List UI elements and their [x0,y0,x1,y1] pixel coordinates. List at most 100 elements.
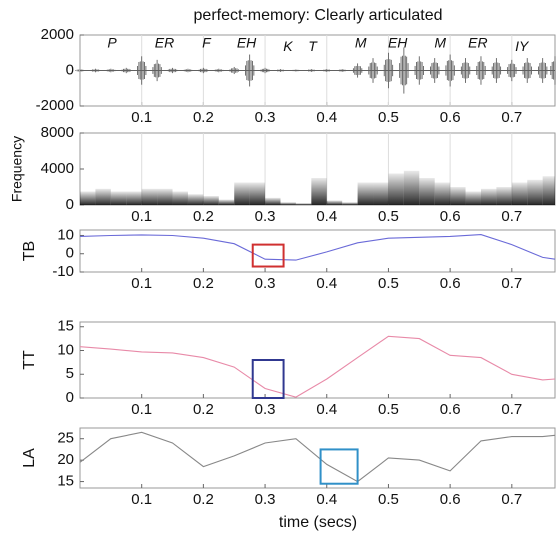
spectral-energy [419,178,435,205]
spectral-energy [342,202,358,205]
spectral-energy [187,194,204,205]
x-tick-label: 0.3 [255,401,276,418]
spectral-energy [203,196,219,205]
x-tick-label: 0.2 [193,109,214,126]
spectral-energy [373,182,389,205]
y-tick-label: 8000 [41,124,74,141]
spectral-energy [480,188,497,205]
phoneme-label: F [202,35,212,51]
spectral-energy [527,179,543,205]
y-tick-label: -10 [52,263,74,280]
y-tick-label: 25 [57,430,74,447]
spectral-energy [280,202,296,205]
spectral-energy [265,197,281,205]
phoneme-label: ER [155,35,174,51]
y-tick-label: 2000 [41,26,74,43]
x-tick-label: 0.1 [131,208,152,225]
x-tick-label: 0.5 [378,208,399,225]
spectral-energy [234,182,250,205]
spectral-energy [80,191,96,205]
x-tick-label: 0.4 [316,401,337,418]
x-tick-label: 0.4 [316,275,337,292]
phoneme-label: EH [388,35,408,51]
spectral-energy [95,188,111,205]
phoneme-label: M [355,35,367,51]
spectral-energy [496,187,512,205]
phoneme-label: T [308,38,318,54]
spectral-energy [450,187,466,205]
spectral-energy [388,173,404,205]
y-axis-label: TB [21,241,38,261]
spectral-energy [511,182,528,205]
phoneme-label: K [283,38,293,54]
plot-frame [79,321,556,399]
x-tick-label: 0.2 [193,491,214,508]
x-tick-label: 0.2 [193,208,214,225]
spectral-energy [542,176,555,205]
spectral-energy [126,191,142,205]
plot-frame [79,229,556,273]
x-tick-label: 0.6 [440,275,461,292]
y-axis-label: LA [21,448,38,468]
y-tick-label: 4000 [41,160,74,177]
x-tick-label: 0.6 [440,109,461,126]
x-tick-label: 0.6 [440,491,461,508]
y-tick-label: 0 [66,389,74,406]
spectral-energy [357,182,374,205]
x-tick-label: 0.6 [440,401,461,418]
x-tick-label: 0.6 [440,208,461,225]
y-tick-label: 10 [57,226,74,243]
spectral-energy [110,191,127,205]
y-tick-label: 5 [66,365,74,382]
y-axis-label: TT [21,350,38,370]
x-tick-label: 0.7 [501,491,522,508]
x-tick-label: 0.2 [193,401,214,418]
x-tick-label: 0.1 [131,109,152,126]
spectral-energy [249,182,266,205]
y-tick-label: -2000 [36,97,74,114]
x-tick-label: 0.4 [316,491,337,508]
x-tick-label: 0.3 [255,491,276,508]
y-tick-label: 20 [57,451,74,468]
x-tick-label: 0.1 [131,491,152,508]
chart-title: perfect-memory: Clearly articulated [194,7,443,24]
x-axis-label: time (secs) [279,514,357,531]
data-line [79,335,556,398]
spectral-energy [141,188,158,205]
y-tick-label: 15 [57,318,74,335]
x-tick-label: 0.5 [378,275,399,292]
phoneme-label: EH [237,35,257,51]
x-tick-label: 0.7 [501,275,522,292]
x-tick-label: 0.3 [255,208,276,225]
y-tick-label: 10 [57,341,74,358]
y-tick-label: 15 [57,473,74,490]
x-tick-label: 0.3 [255,109,276,126]
phoneme-label: IY [515,38,530,54]
x-tick-label: 0.5 [378,109,399,126]
y-axis-label: Frequency [9,136,25,202]
x-tick-label: 0.3 [255,275,276,292]
spectral-energy [311,178,327,205]
y-tick-label: 0 [66,61,74,78]
plot-frame [79,427,556,489]
data-line [79,234,556,261]
x-tick-label: 0.5 [378,491,399,508]
x-tick-label: 0.7 [501,401,522,418]
phoneme-label: P [107,35,117,51]
x-tick-label: 0.4 [316,109,337,126]
x-tick-label: 0.1 [131,401,152,418]
highlight-box [251,359,285,399]
highlight-box [251,243,285,268]
x-tick-label: 0.7 [501,109,522,126]
spectral-energy [218,199,235,205]
phoneme-label: ER [468,35,487,51]
x-tick-label: 0.4 [316,208,337,225]
spectral-energy [172,191,188,205]
x-tick-label: 0.5 [378,401,399,418]
spectral-energy [326,200,343,205]
spectral-energy [403,170,420,205]
phoneme-label: M [434,35,446,51]
x-tick-label: 0.7 [501,208,522,225]
y-tick-label: 0 [66,196,74,213]
